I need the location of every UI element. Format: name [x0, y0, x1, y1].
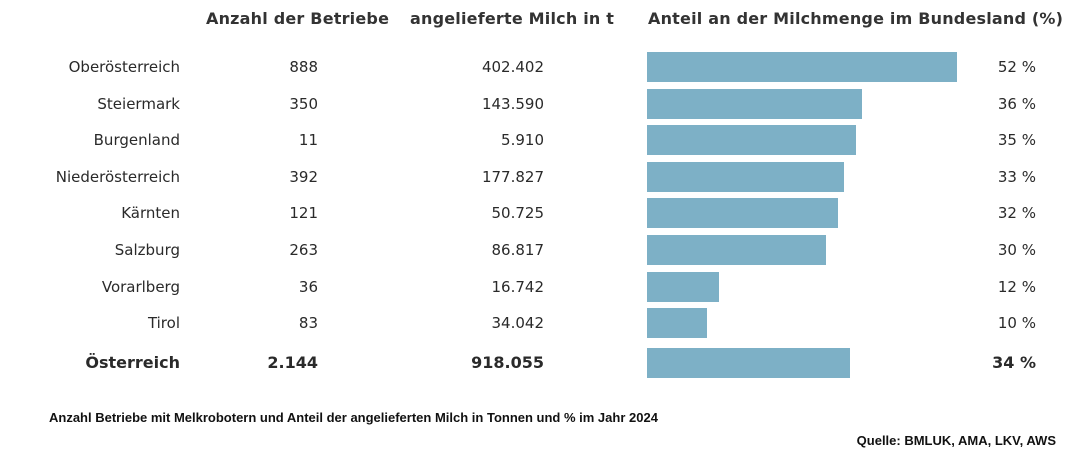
anteil-label: 10 %	[997, 314, 1036, 333]
total-anteil-bar	[647, 347, 850, 378]
anteil-label: 35 %	[997, 131, 1036, 150]
anteil-label: 33 %	[997, 167, 1036, 186]
chart-caption: Anzahl Betriebe mit Melkrobotern und Ant…	[49, 410, 658, 425]
anteil-label: 30 %	[997, 241, 1036, 259]
milch-value: 86.817	[491, 241, 545, 259]
region-label: Oberösterreich	[68, 58, 180, 76]
betriebe-value: 121	[289, 204, 318, 223]
anteil-label: 12 %	[997, 277, 1036, 296]
source-note: Quelle: BMLUK, AMA, LKV, AWS	[856, 433, 1056, 448]
total-region-label: Österreich	[85, 352, 180, 372]
milch-value: 34.042	[491, 314, 545, 333]
region-label: Niederösterreich	[55, 167, 180, 186]
betriebe-value: 83	[298, 314, 318, 333]
total-anteil-label: 34 %	[992, 352, 1036, 372]
betriebe-value: 36	[298, 277, 318, 296]
betriebe-value: 11	[298, 131, 318, 150]
milch-value: 50.725	[491, 204, 545, 223]
column-header-milch: angelieferte Milch in t	[410, 9, 615, 28]
milch-value: 402.402	[481, 58, 544, 76]
milch-value: 5.910	[501, 131, 544, 150]
milch-value: 16.742	[491, 277, 545, 296]
anteil-bar	[647, 308, 707, 339]
data-table: Oberösterreich 888 402.402 52 % Steiermark 35…	[55, 52, 1036, 378]
anteil-label: 52 %	[997, 58, 1036, 76]
anteil-bar	[647, 271, 719, 302]
milch-value: 143.590	[481, 94, 544, 113]
column-header-betriebe: Anzahl der Betriebe	[206, 9, 390, 28]
anteil-label: 32 %	[997, 204, 1036, 223]
region-label: Salzburg	[114, 241, 180, 259]
anteil-bar	[647, 125, 856, 156]
anteil-bar	[647, 52, 957, 82]
region-label: Tirol	[147, 314, 180, 333]
region-label: Steiermark	[97, 94, 180, 113]
column-header-anteil: Anteil an der Milchmenge im Bundesland (…	[648, 9, 1064, 28]
total-milch-value: 918.055	[471, 352, 544, 372]
milch-value: 177.827	[481, 167, 544, 186]
anteil-bar	[647, 198, 838, 229]
anteil-label: 36 %	[997, 94, 1036, 113]
betriebe-value: 263	[289, 241, 318, 259]
region-label: Burgenland	[93, 131, 180, 150]
anteil-bar	[647, 88, 862, 119]
anteil-bar	[647, 161, 844, 192]
region-label: Kärnten	[121, 204, 180, 223]
total-betriebe-value: 2.144	[267, 352, 318, 372]
anteil-bar	[647, 235, 826, 265]
betriebe-value: 392	[289, 167, 318, 186]
betriebe-value: 888	[289, 58, 318, 76]
betriebe-value: 350	[289, 94, 318, 113]
region-label: Vorarlberg	[101, 277, 180, 296]
